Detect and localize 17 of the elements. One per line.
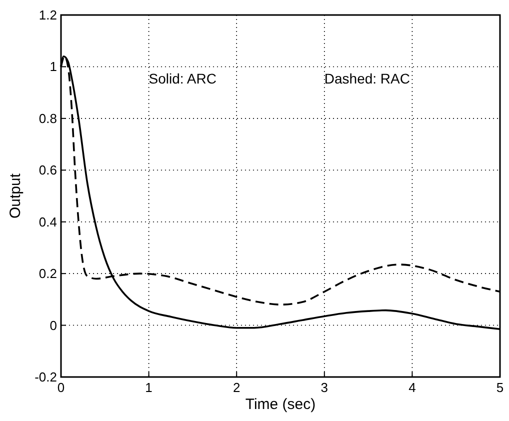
y-tick-label: 0.2 — [38, 266, 57, 282]
y-axis-title: Output — [7, 172, 24, 219]
x-tick-label: 5 — [496, 380, 504, 395]
y-tick-label: 0.8 — [38, 110, 57, 126]
annotation: Dashed: RAC — [324, 70, 410, 86]
x-axis-title: Time (sec) — [245, 396, 316, 413]
y-tick-label: 1.2 — [38, 8, 57, 22]
y-tick-label: 0 — [50, 318, 57, 333]
x-tick-label: 3 — [320, 380, 328, 395]
y-tick-label: 0.6 — [38, 162, 57, 178]
x-tick-label: 2 — [232, 380, 240, 395]
y-tick-label: -0.2 — [34, 370, 57, 384]
x-tick-label: 1 — [145, 380, 152, 395]
x-tick-label: 4 — [408, 380, 416, 395]
y-tick-label: 0.4 — [38, 214, 57, 230]
annotation: Solid: ARC — [148, 70, 217, 86]
y-tick-label: 1 — [50, 59, 57, 74]
